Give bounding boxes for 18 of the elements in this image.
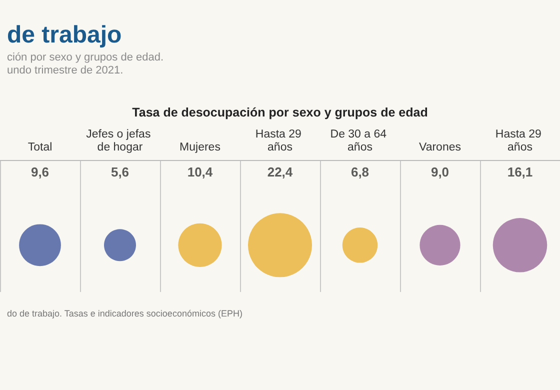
category-label: De 30 a 64 años <box>330 128 390 154</box>
category-label: Hasta 29 años <box>495 128 545 154</box>
data-label: 9,0 <box>430 164 450 180</box>
text: de trabajo <box>7 22 122 48</box>
text: do de trabajo. Tasas e indicadores socioeconómicos (EPH) <box>7 308 242 318</box>
text: Tasa de desocupación por sexo y grupos de edad <box>132 106 428 120</box>
text: ción por sexo y grupos de edad. undo trimestre de 2021. <box>7 52 164 76</box>
category-label: Mujeres <box>180 142 221 154</box>
data-label: 5,6 <box>110 164 130 180</box>
category-label: Varones <box>419 142 462 154</box>
data-label: 22,4 <box>267 164 294 180</box>
category-label: Jefes o jefas de hogar <box>86 128 154 154</box>
data-label: 9,6 <box>30 164 50 180</box>
data-label: 16,1 <box>507 164 533 180</box>
data-label: 6,8 <box>350 164 370 180</box>
category-label: Hasta 29 años <box>255 128 305 154</box>
data-label: 10,4 <box>187 164 214 180</box>
category-label: Total <box>28 142 52 154</box>
